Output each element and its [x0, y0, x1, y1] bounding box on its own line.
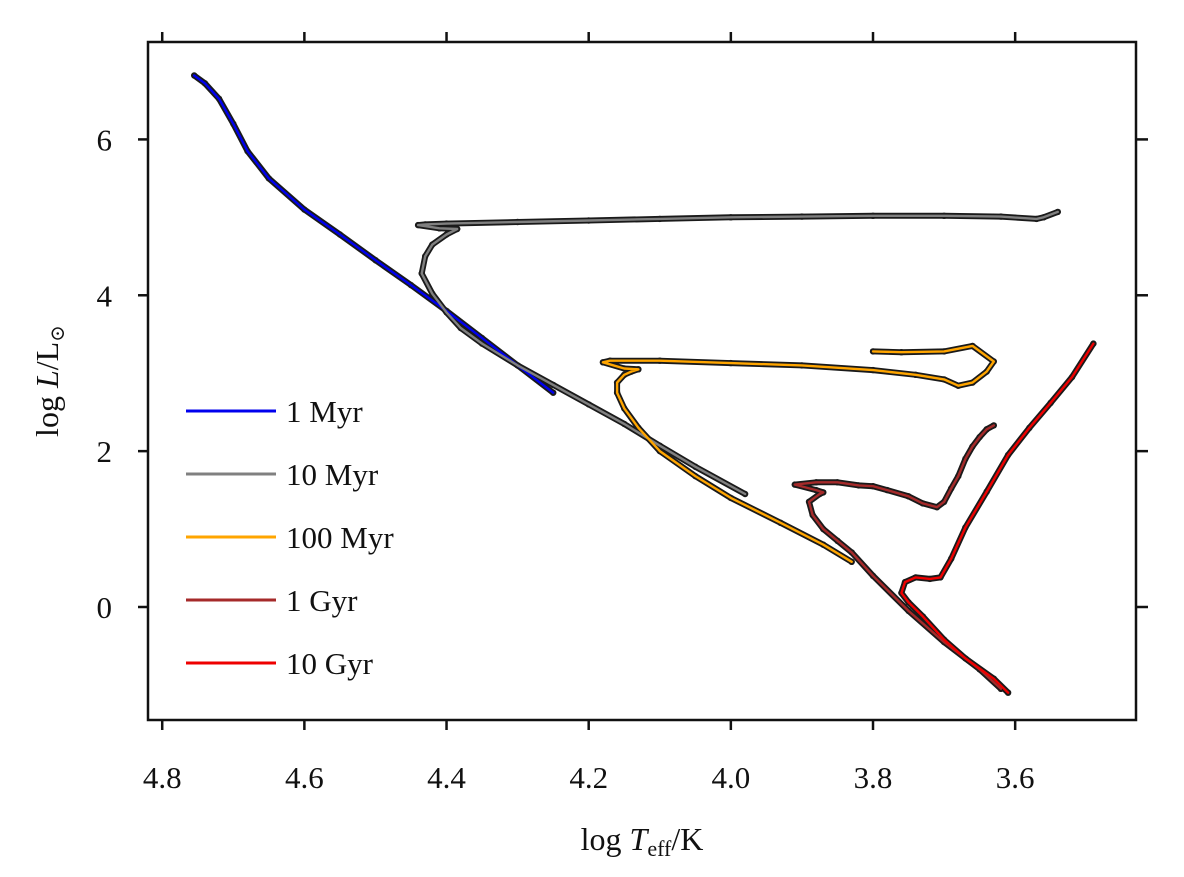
x-tick-label: 4.6	[285, 760, 324, 795]
series-line-4	[900, 342, 1095, 694]
series-line-2	[601, 344, 995, 563]
series-track-0	[191, 72, 557, 396]
legend-label: 10 Gyr	[286, 646, 374, 681]
y-tick-label: 4	[97, 278, 113, 313]
series-track-3	[791, 422, 1004, 692]
legend-label: 10 Myr	[286, 457, 379, 492]
x-tick-label: 4.8	[143, 760, 182, 795]
series-line-1	[416, 210, 1060, 496]
x-tick-label: 4.2	[569, 760, 608, 795]
x-tick-label: 4.0	[711, 760, 750, 795]
x-axis-title: log Teff/K	[581, 821, 704, 861]
series-layer	[191, 72, 1097, 696]
y-tick-label: 6	[97, 122, 113, 157]
plot-frame	[146, 40, 1138, 722]
legend-label: 1 Myr	[286, 394, 363, 429]
series-line-0	[192, 74, 555, 394]
axis-ticks: 4.8 4.6 4.4 4.2 4.0 3.8 3.6 0 2 4 6	[97, 32, 1148, 795]
x-tick-label: 3.8	[854, 760, 893, 795]
series-line-3	[793, 424, 1003, 690]
legend-label: 100 Myr	[286, 520, 394, 555]
y-axis-title: log L/L⊙	[29, 325, 69, 437]
series-track-4	[898, 340, 1097, 696]
y-tick-label: 2	[97, 434, 113, 469]
legend: 1 Myr 10 Myr 100 Myr 1 Gyr 10 Gyr	[186, 394, 394, 681]
series-track-1	[415, 208, 1061, 497]
y-tick-label: 0	[97, 590, 113, 625]
legend-label: 1 Gyr	[286, 583, 358, 618]
x-tick-label: 3.6	[996, 760, 1035, 795]
x-tick-label: 4.4	[427, 760, 466, 795]
